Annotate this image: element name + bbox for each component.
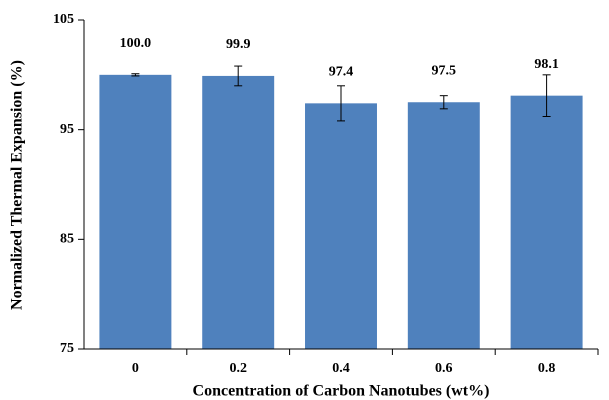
x-tick-label: 0.8 xyxy=(538,361,556,376)
x-axis-title: Concentration of Carbon Nanotubes (wt%) xyxy=(193,383,490,400)
value-label: 97.4 xyxy=(329,65,354,80)
x-tick-label: 0 xyxy=(132,361,139,376)
y-tick-label: 95 xyxy=(60,122,74,137)
x-tick-label: 0.4 xyxy=(332,361,350,376)
bar xyxy=(202,75,275,350)
x-tick-label: 0.6 xyxy=(435,361,453,376)
value-label: 98.1 xyxy=(534,57,559,72)
value-label: 100.0 xyxy=(120,36,152,51)
y-tick-label: 75 xyxy=(60,341,74,356)
y-tick-label: 105 xyxy=(53,12,74,27)
bar xyxy=(99,74,172,349)
value-label: 97.5 xyxy=(432,63,457,78)
bar xyxy=(407,102,480,349)
y-tick-label: 85 xyxy=(60,232,74,247)
x-tick-label: 0.2 xyxy=(229,361,247,376)
y-axis-title: Normalized Thermal Expansion (%) xyxy=(9,60,26,310)
bar xyxy=(510,95,583,349)
value-label: 99.9 xyxy=(226,37,251,52)
bar xyxy=(305,103,377,349)
